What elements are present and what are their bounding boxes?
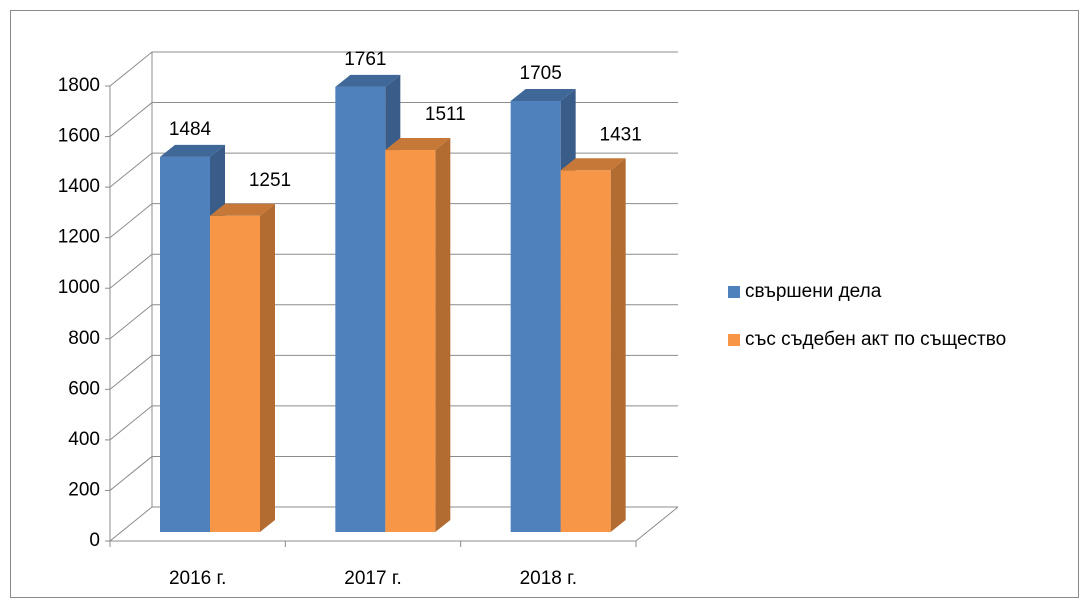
y-tick-label: 1400 [58,176,100,197]
x-tick-label: 2016 г. [169,568,226,589]
bar [160,156,210,532]
bar [560,170,611,532]
grid-line [109,354,153,390]
legend-swatch [728,334,740,346]
grid-line [109,102,153,137]
bar-side [610,158,626,532]
bar [510,101,561,532]
grid-line [109,456,153,491]
x-tick-label: 2017 г. [344,568,401,589]
y-tick-label: 600 [68,378,100,399]
y-tick-label: 1200 [58,227,100,248]
bar [335,86,386,532]
legend-label: свършени дела [745,281,882,302]
bar [385,150,436,532]
bar-top [210,203,275,216]
data-label: 1251 [249,170,291,191]
data-label: 1484 [169,119,212,140]
y-tick-label: 1600 [58,126,100,147]
bar-side [435,138,451,532]
grid-line [109,304,153,340]
data-label: 1511 [425,104,466,125]
grid-line [109,203,153,239]
grid-line [109,51,153,87]
y-tick-label: 1800 [58,75,100,96]
data-label: 1705 [520,63,562,84]
legend-swatch [728,286,740,298]
bar-side [260,203,275,532]
y-tick-label: 1000 [58,277,100,298]
data-label: 1761 [344,49,386,70]
y-tick-label: 200 [68,479,100,500]
y-tick-label: 0 [89,530,100,551]
y-tick-label: 400 [68,429,100,450]
bar [210,215,260,532]
bar-top [385,138,451,151]
grid-line [109,405,153,441]
floor-edge [635,506,679,542]
x-tick-label: 2018 г. [520,568,577,589]
bar-top [160,144,225,157]
grid-line [109,506,153,542]
legend-label: със съдебен акт по същество [745,329,1006,350]
bar-top [335,74,401,87]
bar-top [560,158,626,171]
bar-top [510,89,576,102]
data-label: 1431 [600,124,642,145]
grid-line [109,253,153,289]
grid-line [109,152,153,188]
y-tick-label: 800 [68,328,100,349]
